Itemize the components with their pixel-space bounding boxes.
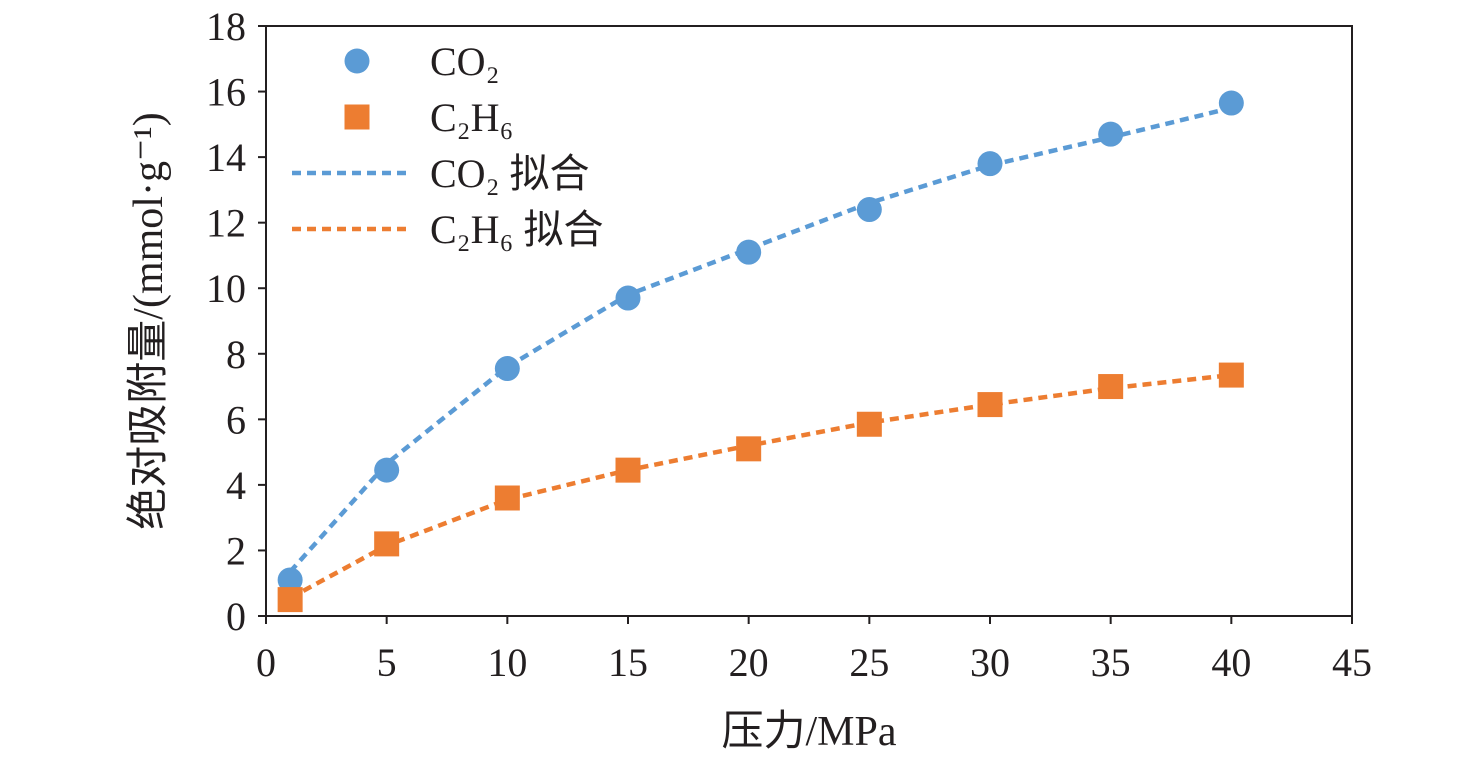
y-axis-title: 绝对吸附量/(mmol·g⁻¹)	[125, 112, 172, 529]
x-axis-title: 压力/MPa	[721, 709, 896, 755]
data-point-square	[277, 587, 303, 613]
series-layer	[277, 90, 1244, 613]
x-tick-label: 30	[970, 640, 1010, 685]
y-tick-label: 10	[206, 266, 246, 311]
fit-line	[288, 105, 1232, 574]
data-point-circle	[277, 567, 303, 593]
data-point-circle	[374, 457, 400, 483]
data-point-square	[615, 457, 641, 483]
data-point-square	[374, 531, 400, 557]
data-point-circle	[615, 285, 641, 311]
data-point-circle	[736, 239, 762, 265]
legend-label: C₂H₆ 拟合	[430, 207, 603, 252]
y-tick-label: 2	[226, 528, 246, 573]
data-point-circle	[1098, 121, 1124, 147]
x-tick-label: 20	[729, 640, 769, 685]
data-point-square	[494, 485, 520, 511]
y-tick-label: 18	[206, 4, 246, 49]
x-tick-label: 0	[256, 640, 276, 685]
y-tick-label: 6	[226, 397, 246, 442]
data-point-square	[856, 411, 882, 437]
data-point-circle	[977, 151, 1003, 177]
data-point-circle	[1218, 90, 1244, 116]
y-tick-label: 12	[206, 201, 246, 246]
data-point-square	[977, 392, 1003, 418]
data-point-circle	[856, 197, 882, 223]
y-tick-label: 16	[206, 70, 246, 115]
x-tick-label: 5	[377, 640, 397, 685]
x-tick-label: 35	[1091, 640, 1131, 685]
data-point-square	[736, 436, 762, 462]
plot-frame	[265, 25, 1353, 617]
data-point-square	[1218, 362, 1244, 388]
legend-label: CO₂ 拟合	[430, 151, 590, 196]
y-tick-label: 0	[226, 594, 246, 639]
x-tick-label: 25	[849, 640, 889, 685]
legend-symbol-circle	[344, 48, 370, 74]
y-tick-label: 14	[206, 135, 246, 180]
y-axis-ticks: 0 2 4 6 8 10 12 14 16 18	[206, 4, 266, 639]
x-tick-label: 40	[1211, 640, 1251, 685]
legend-label: C₂H₆	[430, 95, 513, 140]
y-tick-label: 4	[226, 463, 246, 508]
data-point-circle	[494, 356, 520, 382]
legend-symbol-square	[344, 104, 370, 130]
fit-line	[289, 372, 1232, 600]
x-tick-label: 45	[1332, 640, 1372, 685]
data-point-square	[1098, 374, 1124, 400]
x-tick-label: 10	[487, 640, 527, 685]
x-axis-ticks: 0 5 10 15 20 25 30 35 40 45	[256, 616, 1372, 685]
legend-label: CO₂	[430, 39, 500, 84]
x-tick-label: 15	[608, 640, 648, 685]
y-tick-label: 8	[226, 332, 246, 377]
legend: CO₂ C₂H₆ CO₂ 拟合 C₂H₆ 拟合	[292, 39, 603, 252]
